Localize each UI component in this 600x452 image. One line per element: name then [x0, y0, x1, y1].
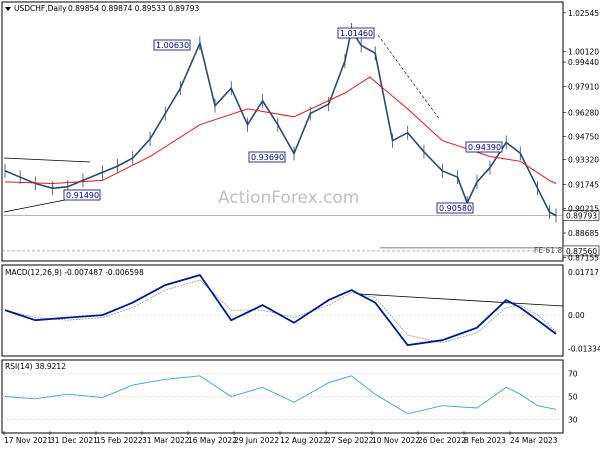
series-layer	[4, 23, 557, 415]
macd-panel	[1, 264, 564, 357]
ohlc-values: 0.89854 0.89874 0.89533 0.89793	[68, 4, 199, 13]
rsi-series	[4, 375, 557, 415]
price-annotation-box	[465, 141, 503, 153]
rsi-y-label: 50	[568, 393, 578, 402]
x-tick-label: 31 Dec 2021	[50, 436, 98, 445]
price-annotation-box	[337, 27, 375, 39]
x-tick-label: 24 Mar 2023	[510, 436, 558, 445]
symbol-timeframe: USDCHF,Daily	[14, 4, 67, 13]
x-tick-label: 12 Aug 2022	[280, 436, 328, 445]
moving-average-series	[4, 76, 557, 185]
fe-price-box	[562, 245, 600, 257]
price-annotation: 0.91490	[66, 191, 99, 200]
price-annotation: 1.00630	[156, 41, 189, 50]
y-tick-label: 0.96280	[568, 108, 599, 117]
x-tick-label: 27 Sep 2022	[326, 436, 374, 445]
watermark: ActionForex.com	[218, 188, 359, 208]
x-tick-label: 10 Nov 2022	[372, 436, 420, 445]
x-tick-label: 29 Jun 2022	[234, 436, 279, 445]
collapse-triangle-icon[interactable]	[5, 7, 11, 11]
y-tick-label: 1.00120	[568, 47, 599, 56]
y-tick-label: 0.97910	[568, 82, 599, 91]
price-annotation: 0.94390	[468, 143, 501, 152]
x-tick-label: 31 Mar 2022	[142, 436, 190, 445]
price-annotation: 0.93690	[251, 153, 284, 162]
price-annotation: 1.01460	[340, 29, 373, 38]
x-tick-label: 17 Nov 2021	[4, 436, 52, 445]
price-series	[4, 28, 557, 217]
y-tick-label: 0.93320	[568, 155, 599, 164]
price-annotation: 0.90580	[439, 204, 472, 213]
triangle-trendline	[3, 157, 91, 163]
y-tick-label: 0.94750	[568, 133, 599, 142]
price-annotation-box	[248, 151, 286, 163]
macd-y-label: 0.01717	[568, 268, 599, 277]
x-tick-label: 26 Dec 2022	[418, 436, 466, 445]
falling-trendline	[377, 34, 441, 121]
price-annotation-box	[63, 189, 101, 201]
y-tick-label: 0.88685	[568, 229, 599, 238]
macd-series	[4, 273, 557, 347]
y-tick-label: 0.90215	[568, 205, 599, 214]
price-annotation-box	[436, 202, 474, 214]
macd-signal-series	[4, 279, 557, 344]
rsi-y-label: 30	[568, 416, 578, 425]
price-labels: 1.00630 1.01460 0.93690 0.91490 0.94390 0.905…	[63, 27, 600, 257]
y-tick-label: 0.91745	[568, 180, 599, 189]
current-price-box	[562, 210, 600, 221]
x-tick-label: 8 Feb 2023	[464, 436, 506, 445]
fe-price-label: 0.87560	[566, 247, 597, 256]
macd-y-label: 0.00	[568, 311, 585, 320]
fe-label: FE 61.8	[534, 246, 562, 255]
x-tick-label: 16 May 2022	[188, 436, 237, 445]
rsi-y-label: 70	[568, 370, 578, 379]
macd-y-label: -0.01334	[568, 345, 600, 354]
y-tick-label: 0.87155	[568, 253, 599, 262]
macd-label: MACD(12,26,9) -0.007487 -0.006598	[5, 268, 144, 277]
annotation-lines	[2, 34, 564, 307]
rsi-label: RSI(14) 38.9212	[5, 362, 66, 371]
y-tick-label: 1.02545	[568, 9, 599, 18]
y-tick-label: 0.99440	[568, 58, 599, 67]
x-tick-label: 15 Feb 2022	[96, 436, 143, 445]
price-annotation-box	[153, 39, 191, 51]
current-price-label: 0.89793	[566, 211, 597, 220]
macd-divergence-line	[359, 293, 564, 307]
